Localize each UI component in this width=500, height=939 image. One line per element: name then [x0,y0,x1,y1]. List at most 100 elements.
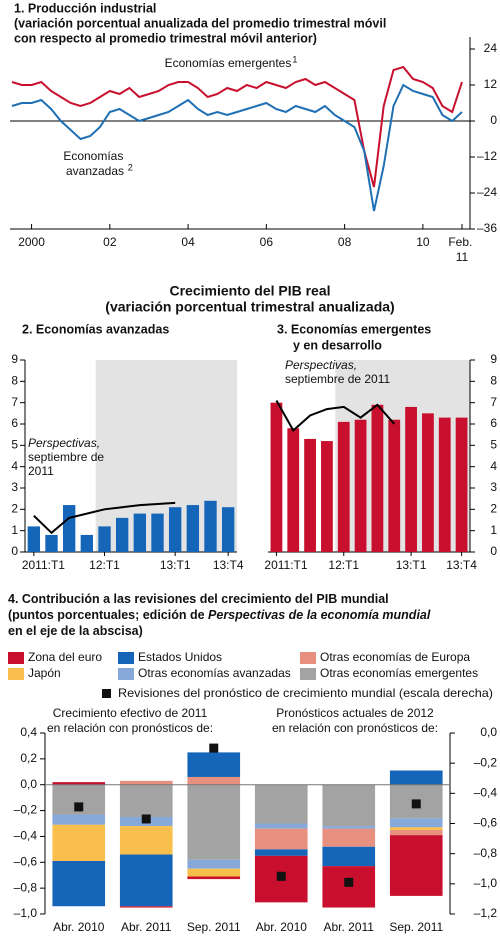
outlook-label: Perspectivas, [285,358,357,372]
bar [270,402,283,552]
y-tick-label: 0,0 [20,777,37,791]
group-title: en relación con pronósticos de: [47,721,213,735]
bar [221,507,235,552]
y-tick-label: –0,8 [14,880,38,894]
y-tick-label: 8 [490,374,497,388]
bar [304,438,316,552]
x-tick-label: 2011:T1 [22,558,65,572]
x-tick-label: 13:T4 [213,558,244,572]
bar-segment [187,876,241,880]
y-tick-label: –0,8 [474,846,498,860]
x-tick-label: Abr. 2011 [121,920,172,934]
x-tick-label: 04 [181,235,195,249]
y-tick-label: 7 [11,395,18,409]
y-tick-label: 8 [11,374,18,388]
bar-segment [322,846,376,867]
y-tick-label: –36 [477,221,497,235]
bar-segment [52,782,106,785]
bar-segment [389,829,443,836]
x-tick-label: Abr. 2011 [324,920,375,934]
bar-segment [52,824,106,861]
bar-segment [389,770,443,785]
x-tick-label: 10 [416,235,430,249]
bar-segment [52,860,106,907]
y-tick-label: 0,0 [480,725,497,739]
bar-segment [119,854,173,907]
outlook-line [275,400,396,432]
y-tick-label: –0,4 [474,786,498,800]
legend-swatch [118,668,134,680]
revision-marker [344,877,354,887]
y-tick-label: 4 [490,459,497,473]
y-tick-label: 6 [11,416,18,430]
x-tick-label: Abr. 2010 [53,920,105,934]
legend-label: Zona del euro [28,650,102,664]
chart-title: en el eje de la abscisa) [8,624,143,638]
y-tick-label: –0,6 [474,816,498,830]
y-tick-label: 0,4 [20,725,37,739]
group-title: Pronósticos actuales de 2012 [276,706,434,720]
chart-title: 1. Producción industrial [14,1,156,15]
x-tick-label: Sep. 2011 [187,920,241,934]
bar [80,534,94,552]
bar [133,513,147,552]
outlook-label: Perspectivas, [28,436,100,450]
y-tick-label: 2 [490,502,497,516]
bar-segment [254,849,308,856]
y-tick-label: 6 [490,416,497,430]
series-label: Economías avanzadas [63,149,126,178]
line-series [11,65,463,188]
chart-title: (puntos porcentuales; edición de Perspec… [8,608,431,622]
bar-segment [187,859,241,869]
bar-segment [322,784,376,827]
bar-segment [187,868,241,877]
y-tick-label: 5 [11,438,18,452]
x-tick-label: Feb. 11 [448,235,475,264]
title-part: (puntos porcentuales; edición de [8,608,208,622]
y-tick-label: 9 [490,352,497,366]
bar-segment [254,823,308,829]
series-label: Economías emergentes [165,56,292,70]
bar-segment [119,780,173,785]
legend-label: Otras economías de Europa [320,650,470,664]
outlook-line [33,501,176,535]
bar-segment [52,814,106,825]
bar [287,428,300,552]
bar-segment [389,818,443,828]
y-tick-label: –12 [477,149,497,163]
revision-marker [209,743,219,753]
bar-segment [187,752,241,777]
bar-segment [322,828,376,847]
title-part: en el eje de la abscisa) [8,624,143,638]
series-note: 1 [292,54,297,64]
x-tick-label: 02 [103,235,117,249]
y-tick-label: –24 [477,185,497,199]
legend-label: Revisiones del pronóstico de crecimiento… [118,686,493,700]
outlook-label: septiembre de 2011 [285,372,391,386]
y-tick-label: 1 [490,523,497,537]
legend-label: Otras economías avanzadas [138,666,291,680]
x-tick-label: 06 [260,235,274,249]
x-tick-label: Abr. 2010 [256,920,308,934]
x-tick-label: 13:T4 [446,558,477,572]
y-tick-label: 0 [11,544,18,558]
y-tick-label: –0,6 [14,854,38,868]
bar [321,441,333,552]
bar-segment [187,776,241,785]
legend-label: Japón [28,666,61,680]
group-title: en relación con pronósticos de: [272,721,438,735]
y-tick-label: –0,4 [14,829,38,843]
x-tick-label: 2011:T1 [264,558,307,572]
chart-title: 2. Economías avanzadas [22,322,169,336]
y-tick-label: –1,0 [474,876,498,890]
x-tick-label: 13:T1 [160,558,191,572]
bar-segment [322,826,376,829]
bar [455,417,468,552]
x-tick-label: 13:T1 [396,558,427,572]
y-tick-label: 4 [11,459,18,473]
line-series [11,83,463,212]
bar-segment [254,784,308,824]
bar-segment [254,828,308,850]
